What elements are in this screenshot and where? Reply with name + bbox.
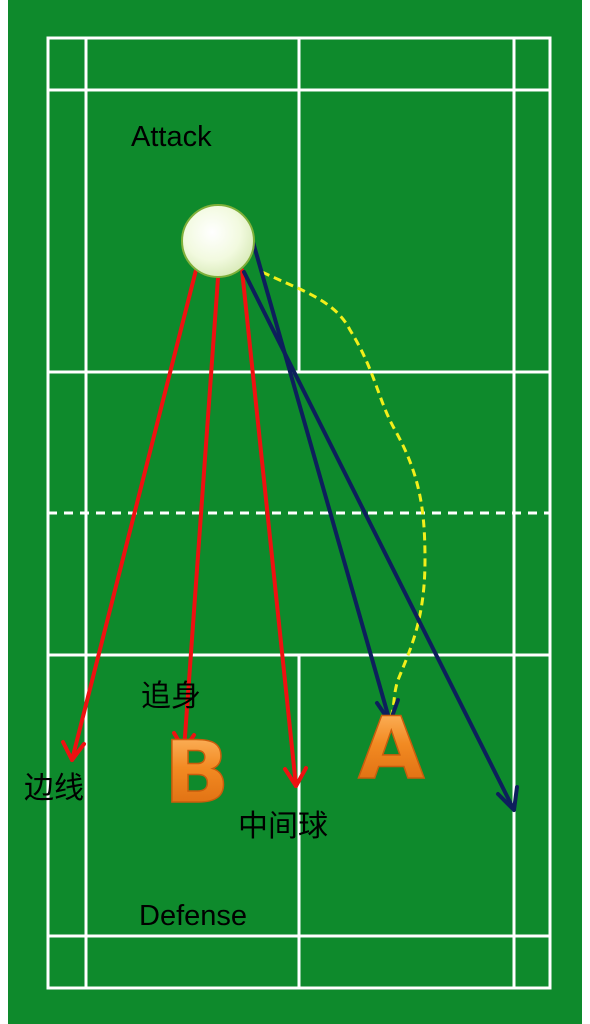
arrow-to-body (172, 276, 220, 752)
attack-label: Attack (131, 121, 212, 153)
arrow-to-player-a (251, 240, 400, 724)
arrow-icon (61, 740, 86, 762)
arrow-icon (283, 766, 308, 788)
middle-shot-label: 中间球 (238, 809, 328, 844)
arrow-to-sideline (61, 268, 198, 762)
shuttlecock-icon (181, 204, 255, 278)
arrow-icon (172, 731, 196, 752)
yellow-dashed-path (261, 270, 427, 725)
arrow-to-middle (240, 268, 308, 788)
arrow-icon (375, 698, 400, 724)
arrow-to-back-right (242, 270, 519, 812)
navy-shot-arrows (242, 240, 519, 812)
player-a: A (358, 699, 425, 799)
defense-label: Defense (139, 900, 247, 932)
sideline-shot-label: 边线 (24, 771, 84, 806)
red-shot-arrows (61, 268, 308, 788)
player-b: B (164, 723, 230, 823)
body-shot-label: 追身 (141, 679, 201, 714)
arrow-icon (496, 785, 519, 812)
court-lines (46, 36, 552, 990)
